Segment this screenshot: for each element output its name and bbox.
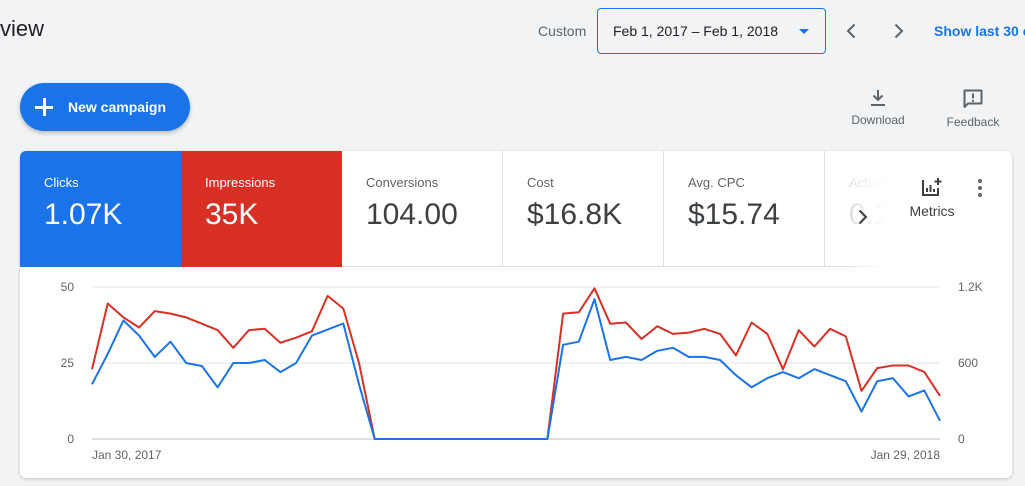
chevron-right-icon: [894, 23, 904, 39]
previous-period-button[interactable]: [839, 18, 863, 44]
download-label: Download: [851, 113, 905, 127]
feedback-button[interactable]: Feedback: [941, 88, 1005, 129]
scorecard-value: 104.00: [366, 198, 458, 231]
new-campaign-button[interactable]: New campaign: [20, 83, 190, 131]
scorecard-scroll-right-button[interactable]: [852, 205, 874, 229]
line-chart-svg: 50 25 0 1.2K 600 0 Jan 30, 2017 Jan 29, 2018: [61, 280, 983, 462]
x-tick-label-start: Jan 30, 2017: [92, 448, 162, 462]
y-left-tick-label: 25: [61, 356, 75, 370]
series-line-impressions: [91, 287, 941, 440]
feedback-label: Feedback: [946, 115, 1000, 129]
scorecard-cost[interactable]: Cost $16.8K: [503, 151, 664, 267]
performance-card: Clicks 1.07K Impressions 35K Conversions…: [20, 151, 1012, 478]
scorecard-impressions[interactable]: Impressions 35K: [181, 151, 342, 267]
dropdown-caret-icon: [799, 29, 809, 34]
scorecard-label: Impressions: [205, 175, 276, 190]
performance-chart: 50 25 0 1.2K 600 0 Jan 30, 2017 Jan 29, 2018: [20, 267, 1012, 478]
date-range-type-label: Custom: [538, 23, 587, 39]
scorecard-label: Clicks: [44, 175, 79, 190]
next-period-button[interactable]: [887, 18, 911, 44]
scorecard-value: 35K: [205, 198, 259, 231]
download-icon: [871, 90, 885, 106]
scorecard-label: Avg. CPC: [688, 175, 745, 190]
more-vert-icon: [978, 178, 982, 183]
new-campaign-label: New campaign: [68, 99, 167, 115]
scorecard-value: 1.07K: [44, 198, 123, 231]
scorecard-row: Clicks 1.07K Impressions 35K Conversions…: [20, 151, 1012, 267]
more-options-button[interactable]: [972, 177, 988, 199]
scorecard-label: Cost: [527, 175, 554, 190]
show-last-30-days-link[interactable]: Show last 30 c: [934, 23, 1025, 39]
download-button[interactable]: Download: [846, 88, 910, 127]
page-title: view: [0, 16, 45, 41]
scorecard-avg-cpc[interactable]: Avg. CPC $15.74: [664, 151, 825, 267]
plus-icon: [34, 97, 54, 117]
metrics-button[interactable]: Metrics: [904, 177, 960, 219]
metrics-label: Metrics: [909, 203, 955, 219]
date-range-value: Feb 1, 2017 – Feb 1, 2018: [613, 23, 779, 39]
metrics-chart-icon: [922, 178, 942, 196]
scorecard-label: Conversions: [366, 175, 439, 190]
chevron-right-icon: [858, 209, 868, 225]
scorecard-conversions[interactable]: Conversions 104.00: [342, 151, 503, 267]
x-tick-label-end: Jan 29, 2018: [871, 448, 941, 462]
scorecard-clicks[interactable]: Clicks 1.07K: [20, 151, 181, 267]
y-left-tick-label: 0: [67, 432, 74, 446]
feedback-icon: [963, 89, 983, 108]
scorecard-value: $16.8K: [527, 198, 623, 231]
y-left-tick-label: 50: [61, 280, 75, 294]
chevron-left-icon: [846, 23, 856, 39]
series-line-clicks: [91, 298, 941, 440]
y-right-tick-label: 1.2K: [958, 280, 983, 294]
date-range-picker[interactable]: Feb 1, 2017 – Feb 1, 2018: [597, 8, 826, 54]
y-right-tick-label: 600: [958, 356, 978, 370]
y-right-tick-label: 0: [958, 432, 965, 446]
scorecard-value: $15.74: [688, 198, 780, 231]
